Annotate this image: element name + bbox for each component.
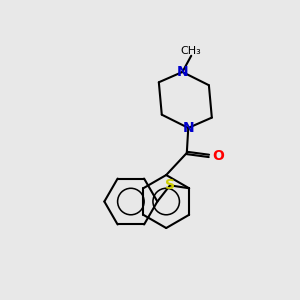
Text: S: S	[165, 178, 175, 192]
Text: O: O	[212, 149, 224, 163]
Text: CH₃: CH₃	[181, 46, 202, 56]
Text: N: N	[177, 65, 188, 79]
Text: N: N	[182, 121, 194, 135]
